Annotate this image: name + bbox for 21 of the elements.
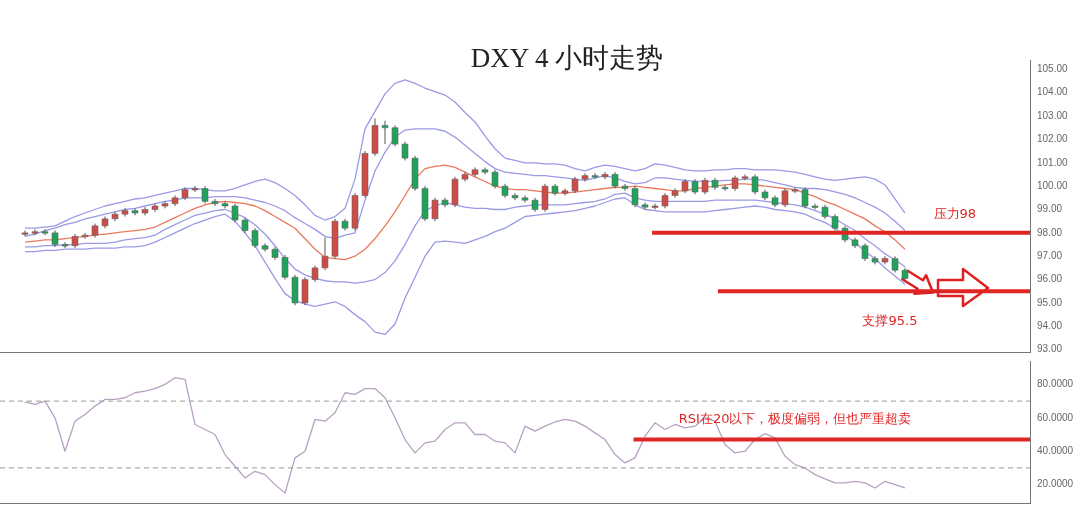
ref-line-label: 压力98 xyxy=(933,206,977,222)
y-tick-label: 93.00 xyxy=(1037,343,1063,355)
y-tick-label: 103.00 xyxy=(1037,109,1069,121)
y-tick-label: 20.0000 xyxy=(1037,478,1074,490)
y-tick-label: 94.00 xyxy=(1037,320,1063,332)
ref-line-label: 支撑95.5 xyxy=(862,312,918,328)
y-tick-label: 96.00 xyxy=(1037,273,1063,285)
y-tick-label: 80.0000 xyxy=(1037,378,1074,390)
y-tick-label: 60.0000 xyxy=(1037,411,1074,423)
y-tick-label: 99.00 xyxy=(1037,203,1063,215)
y-tick-label: 98.00 xyxy=(1037,226,1063,238)
ref-line-label: RSI在20以下，极度偏弱，但也严重超卖 xyxy=(678,410,912,426)
y-tick-label: 101.00 xyxy=(1037,156,1069,168)
y-tick-label: 40.0000 xyxy=(1037,444,1074,456)
y-tick-label: 102.00 xyxy=(1037,133,1069,145)
y-tick-label: 100.00 xyxy=(1037,179,1069,191)
y-tick-label: 104.00 xyxy=(1037,86,1069,98)
y-tick-label: 97.00 xyxy=(1037,249,1063,261)
y-tick-label: 95.00 xyxy=(1037,296,1063,308)
y-tick-label: 105.00 xyxy=(1037,63,1069,75)
chart-title: DXY 4 小时走势 xyxy=(470,43,664,73)
